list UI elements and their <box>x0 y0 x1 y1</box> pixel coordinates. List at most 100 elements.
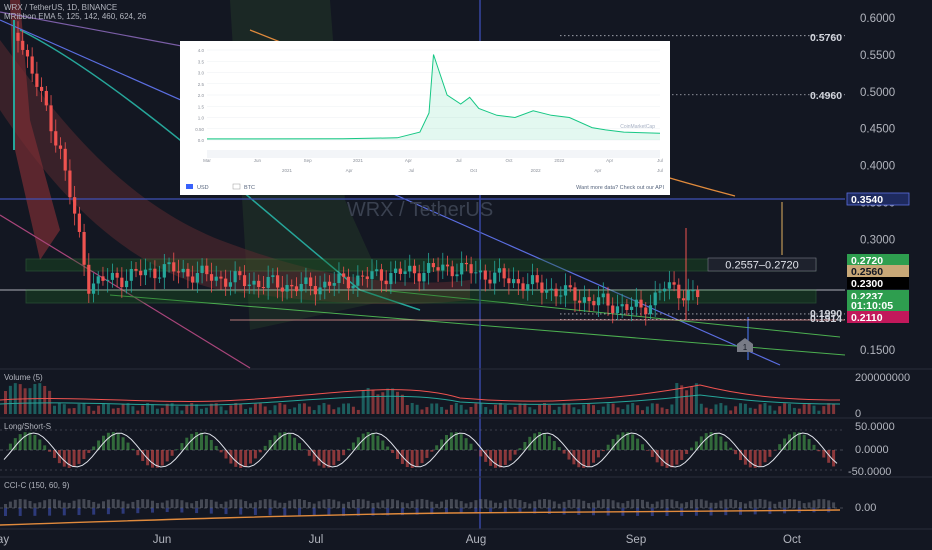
volume-bar <box>376 394 380 414</box>
volume-bar <box>714 404 718 414</box>
cci-bar <box>778 501 782 508</box>
marker-badge[interactable]: 1 <box>737 338 753 352</box>
ls-bar <box>356 437 360 450</box>
ls-bar <box>430 450 434 452</box>
candle-body <box>101 276 105 281</box>
cci-bar <box>283 502 287 508</box>
volume-bar <box>229 405 233 414</box>
time-tick: Oct <box>783 534 802 546</box>
candle-body <box>294 286 299 292</box>
cci-bar <box>567 499 571 508</box>
candle-body <box>261 286 266 288</box>
symbol-watermark: WRX / TetherUS <box>347 199 493 221</box>
cci-bar <box>822 499 826 508</box>
price-label: 0.1914 <box>810 313 842 325</box>
volume-bar <box>131 406 135 414</box>
volume-bar <box>631 403 635 414</box>
cci-bar <box>464 503 468 508</box>
time-axis[interactable]: ay Jun Jul Aug Sep Oct <box>0 534 802 546</box>
cci-bar <box>263 499 267 508</box>
volume-bar <box>53 405 56 414</box>
volume-bar <box>278 403 282 414</box>
cci-bar <box>165 500 169 508</box>
candle-body <box>474 272 478 274</box>
volume-bar <box>454 403 458 414</box>
cci-bar <box>229 499 233 508</box>
ls-bar <box>126 442 130 450</box>
candle-body <box>535 275 539 283</box>
candle-body <box>313 286 317 295</box>
cci-bar-neg <box>430 508 434 515</box>
price-label-box <box>847 254 909 266</box>
symbol-title[interactable]: WRX / TetherUS, 1D, BINANCE <box>4 3 117 12</box>
ls-bar <box>562 450 566 454</box>
cci-bar-neg <box>371 508 375 516</box>
candle-body <box>615 306 620 314</box>
candle-body <box>148 268 152 270</box>
ls-bar <box>508 450 512 461</box>
time-tick: Sep <box>626 534 646 546</box>
candle-body <box>285 284 289 292</box>
volume-bar <box>67 408 71 414</box>
ls-bar <box>13 438 17 450</box>
cci-bar <box>43 500 47 508</box>
cci-bar <box>660 499 664 508</box>
volume-bar <box>503 404 507 414</box>
btc-legend-swatch <box>232 183 241 190</box>
price-label: 0.2560 <box>851 266 883 278</box>
longshort-title[interactable]: Long/Short-S <box>4 422 51 431</box>
ls-bar <box>645 450 649 451</box>
ls-bar <box>116 433 120 450</box>
volume-title[interactable]: Volume (5) <box>4 373 43 382</box>
ls-bar <box>827 450 831 463</box>
cci-bar <box>244 501 248 508</box>
cci-bar <box>57 500 61 508</box>
ls-bar <box>293 437 297 450</box>
cci-bar <box>543 499 546 508</box>
candle-body <box>568 285 572 288</box>
volume-tick: 0 <box>855 408 861 420</box>
volume-bar <box>13 383 17 414</box>
trend-lines[interactable] <box>0 0 846 529</box>
cci-title[interactable]: CCI-C (150, 60, 9) <box>4 481 70 490</box>
candle-body <box>606 293 610 306</box>
price-label: 01:10:05 <box>851 300 893 312</box>
ls-bar <box>239 450 243 468</box>
usd-legend-label: USD <box>197 185 209 191</box>
candle-body <box>375 269 379 272</box>
volume-bar <box>121 403 125 414</box>
volume-bar <box>792 407 796 414</box>
volume-bar <box>151 404 154 414</box>
ls-bar <box>72 450 76 468</box>
cci-bar <box>812 500 816 508</box>
ls-bar <box>229 450 233 464</box>
inset-y-tick: 1.5 <box>198 104 205 109</box>
volume-bar <box>258 403 262 414</box>
volume-bar <box>557 406 561 414</box>
resistance-zone <box>25 258 817 272</box>
ls-bar <box>307 450 311 456</box>
ls-bar <box>670 450 674 468</box>
ls-bar <box>587 450 591 467</box>
ls-bar <box>601 450 605 452</box>
ls-bar <box>195 432 199 450</box>
cci-bar <box>665 499 669 508</box>
coinmarketcap-inset: 4.0 3.5 3.0 2.5 2.0 1.5 1.0 0.50 0.0 Mar Jun Sep 202… <box>180 41 670 195</box>
cci-bar <box>655 501 659 508</box>
candle-body <box>115 272 119 278</box>
volume-bar <box>582 404 586 414</box>
candle-body <box>427 263 431 273</box>
volume-bar <box>440 406 444 414</box>
cci-bar <box>685 502 689 508</box>
ls-bar <box>263 445 267 450</box>
candle-body <box>389 273 393 285</box>
indicator-title[interactable]: MRibbon EMA 5, 125, 142, 460, 624, 26 <box>4 12 147 21</box>
volume-bar <box>77 403 81 414</box>
volume-bar <box>224 410 228 414</box>
ls-bar <box>459 434 463 450</box>
volume-bar <box>72 408 76 414</box>
cci-bar <box>23 499 27 508</box>
cci-bar <box>219 503 223 508</box>
cci-bar <box>621 503 625 508</box>
